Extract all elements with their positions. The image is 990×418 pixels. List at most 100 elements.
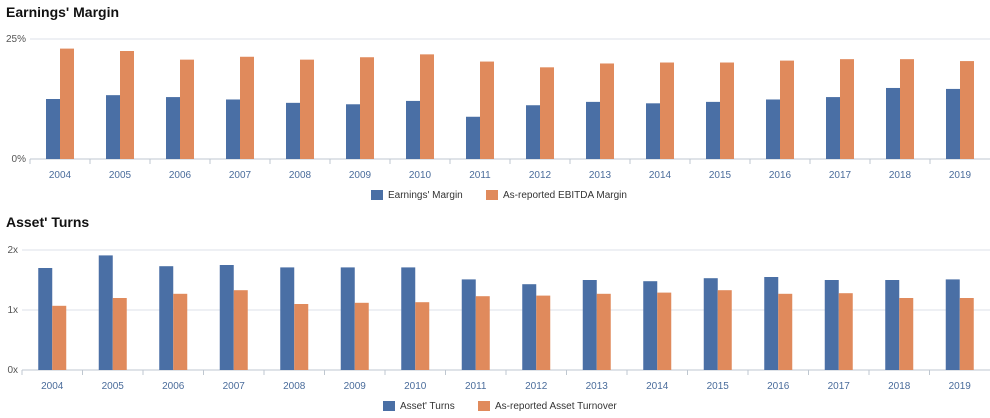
bar-series2 xyxy=(415,302,430,370)
bar-series2 xyxy=(720,62,734,159)
x-tick-label: 2015 xyxy=(709,170,732,181)
bar-series2 xyxy=(300,59,314,159)
bar-series2 xyxy=(778,293,793,370)
y-tick-label: 0x xyxy=(7,365,18,376)
bar-series1 xyxy=(401,267,416,370)
legend: Asset' Turns As-reported Asset Turnover xyxy=(383,401,617,412)
legend-label: Earnings' Margin xyxy=(388,190,463,201)
bar-series2 xyxy=(960,61,974,159)
bar-series1 xyxy=(340,267,355,370)
bar-series2 xyxy=(294,304,309,370)
x-tick-label: 2006 xyxy=(162,381,185,392)
x-tick-label: 2007 xyxy=(223,381,246,392)
x-tick-label: 2014 xyxy=(646,381,669,392)
bar-series1 xyxy=(522,284,537,370)
x-tick-label: 2015 xyxy=(707,381,730,392)
x-tick-label: 2009 xyxy=(349,170,372,181)
legend-label: As-reported Asset Turnover xyxy=(495,401,617,412)
x-tick-label: 2012 xyxy=(529,170,552,181)
bar-series1 xyxy=(526,105,540,159)
y-tick-label: 25% xyxy=(6,34,26,45)
bar-series2 xyxy=(240,56,254,160)
x-tick-label: 2016 xyxy=(767,381,790,392)
y-tick-label: 2x xyxy=(7,245,18,256)
bar-series2 xyxy=(596,293,611,370)
bar-series1 xyxy=(159,266,174,370)
bar-series1 xyxy=(346,104,360,159)
x-tick-label: 2008 xyxy=(289,170,312,181)
bar-series2 xyxy=(354,302,369,370)
bar-series2 xyxy=(540,67,554,159)
x-tick-label: 2013 xyxy=(589,170,612,181)
bar-series2 xyxy=(360,57,374,159)
bar-series1 xyxy=(98,255,113,370)
bar-series2 xyxy=(900,59,914,159)
bar-series1 xyxy=(586,101,600,159)
legend-swatch xyxy=(371,190,383,200)
y-tick-label: 1x xyxy=(7,305,18,316)
bar-series2 xyxy=(52,305,67,370)
bar-series1 xyxy=(885,280,900,370)
bar-series2 xyxy=(899,298,914,370)
x-tick-label: 2017 xyxy=(828,381,851,392)
earnings-margin-chart: 0% 25% 2004 2005 2006 2007 2008 2009 2010 2011 201… xyxy=(6,34,990,201)
bar-series1 xyxy=(461,279,476,370)
legend-label: As-reported EBITDA Margin xyxy=(503,190,627,201)
x-tick-label: 2017 xyxy=(829,170,852,181)
x-tick-label: 2006 xyxy=(169,170,192,181)
x-tick-label: 2016 xyxy=(769,170,792,181)
x-tick-label: 2004 xyxy=(49,170,72,181)
bar-series2 xyxy=(780,60,794,159)
x-tick-label: 2010 xyxy=(409,170,432,181)
x-tick-label: 2010 xyxy=(404,381,427,392)
bar-series2 xyxy=(600,63,614,160)
bar-series2 xyxy=(60,48,74,159)
earnings-margin-title: Earnings' Margin xyxy=(6,4,120,20)
x-tick-label: 2011 xyxy=(465,381,487,392)
legend-swatch xyxy=(486,190,498,200)
bar-series1 xyxy=(646,103,660,159)
bar-series2 xyxy=(536,295,551,370)
bar-series1 xyxy=(280,267,295,370)
bar-series1 xyxy=(582,280,597,370)
asset-turns-title: Asset' Turns xyxy=(6,214,90,230)
bar-series1 xyxy=(406,100,420,159)
bar-series2 xyxy=(112,298,127,370)
y-tick-label: 0% xyxy=(12,154,27,165)
bar-series2 xyxy=(717,290,732,370)
legend-swatch xyxy=(478,401,490,411)
x-tick-label: 2009 xyxy=(344,381,367,392)
bar-series2 xyxy=(660,62,674,159)
x-tick-label: 2018 xyxy=(888,381,911,392)
bar-series2 xyxy=(180,59,194,159)
x-tick-label: 2011 xyxy=(469,170,491,181)
bar-series1 xyxy=(226,99,240,159)
bar-series1 xyxy=(886,87,900,159)
bar-series1 xyxy=(166,97,180,159)
bar-series1 xyxy=(766,99,780,159)
bar-series1 xyxy=(706,101,720,159)
x-tick-label: 2004 xyxy=(41,381,64,392)
bar-series1 xyxy=(46,99,60,159)
x-tick-label: 2008 xyxy=(283,381,306,392)
bar-series2 xyxy=(959,298,974,370)
bar-series2 xyxy=(840,59,854,159)
bar-series1 xyxy=(643,281,658,370)
bar-series2 xyxy=(475,296,490,370)
legend: Earnings' Margin As-reported EBITDA Margi… xyxy=(371,190,627,201)
x-tick-label: 2014 xyxy=(649,170,672,181)
x-tick-label: 2019 xyxy=(949,381,972,392)
x-tick-label: 2018 xyxy=(889,170,912,181)
bar-series1 xyxy=(703,278,718,370)
bar-series1 xyxy=(945,279,960,370)
x-tick-label: 2007 xyxy=(229,170,252,181)
bar-series2 xyxy=(838,293,853,370)
bar-series1 xyxy=(466,116,480,159)
bar-series1 xyxy=(826,97,840,159)
asset-turns-chart: 0x 1x 2x 2004 2005 2006 2007 2008 2009 2010 2011 20… xyxy=(7,245,990,412)
x-tick-label: 2005 xyxy=(109,170,132,181)
bar-series2 xyxy=(233,290,248,370)
bar-series2 xyxy=(480,61,494,160)
x-tick-label: 2019 xyxy=(949,170,972,181)
legend-label: Asset' Turns xyxy=(400,401,455,412)
